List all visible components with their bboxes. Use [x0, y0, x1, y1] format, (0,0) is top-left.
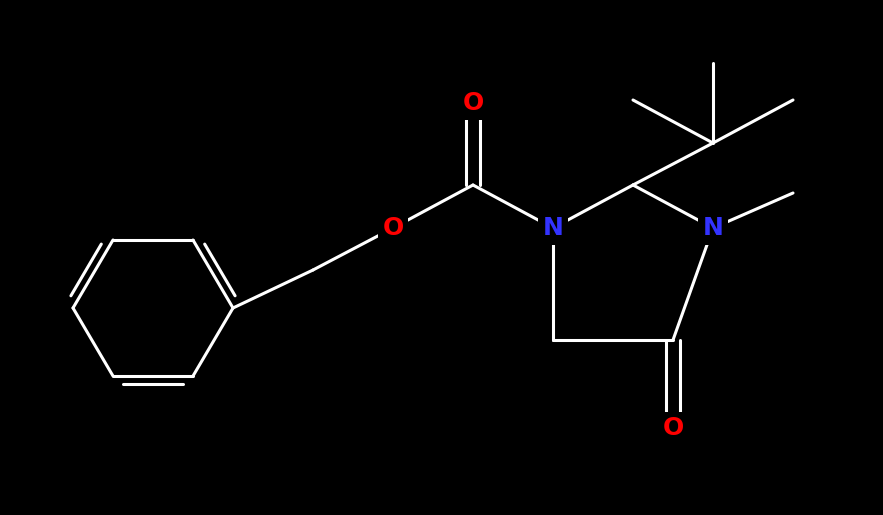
Text: N: N — [542, 216, 563, 240]
Text: O: O — [382, 216, 404, 240]
Text: O: O — [463, 91, 484, 115]
Text: N: N — [703, 216, 723, 240]
Text: O: O — [662, 416, 683, 440]
